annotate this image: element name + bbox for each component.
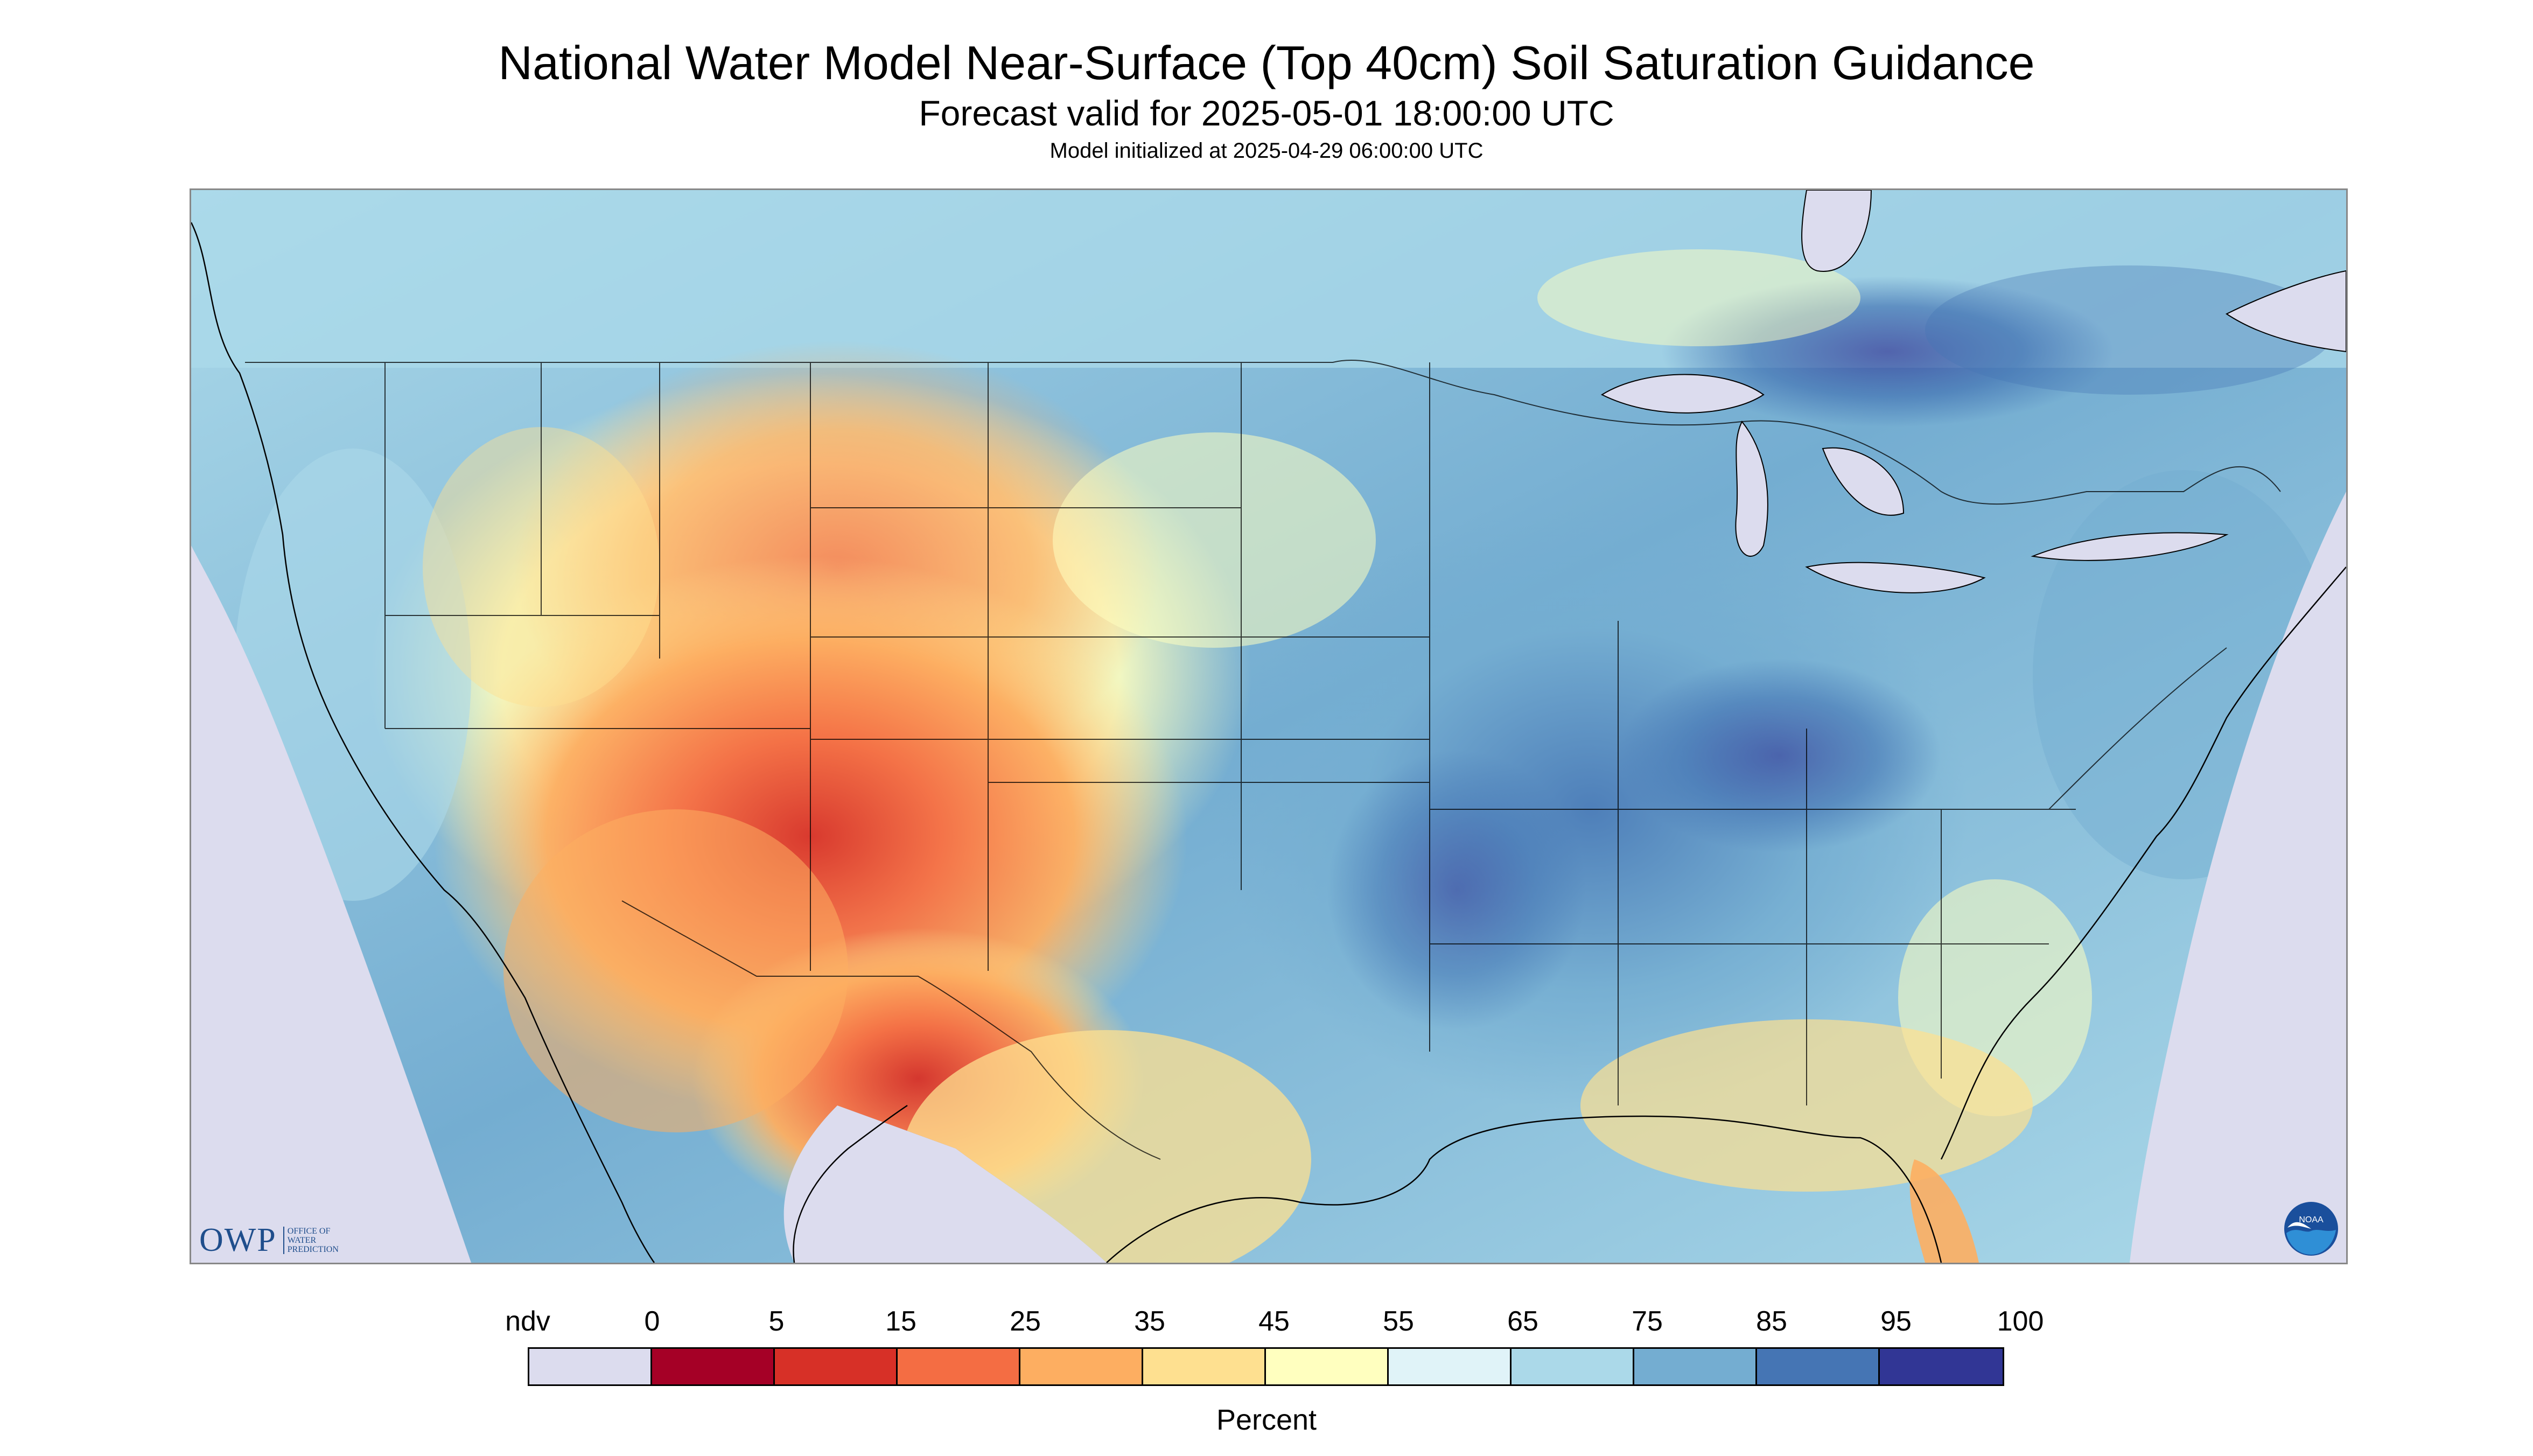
owp-logo-line-2: WATER — [287, 1235, 317, 1245]
noaa-logo-word: NOAA — [2299, 1215, 2324, 1224]
owp-logo-line-1: OFFICE OF — [287, 1226, 331, 1236]
colorbar-swatch-15-25 — [898, 1349, 1020, 1384]
colorbar-tick-labels: ndv 0 5 15 25 35 45 55 65 75 85 95 100 — [0, 1305, 2533, 1338]
colorbar-tick-45: 45 — [1258, 1306, 1290, 1337]
colorbar-swatch-65-75 — [1512, 1349, 1634, 1384]
colorbar-tick-0: 0 — [644, 1306, 660, 1337]
soil-saturation-map — [190, 188, 2348, 1264]
owp-logo-subtext: OFFICE OF WATER PREDICTION — [283, 1226, 339, 1254]
noaa-logo: NOAA — [2284, 1202, 2338, 1256]
colorbar-tick-ndv: ndv — [505, 1306, 550, 1337]
colorbar-tick-65: 65 — [1507, 1306, 1538, 1337]
colorbar-swatch-ndv — [529, 1349, 652, 1384]
colorbar-swatch-5-15 — [775, 1349, 898, 1384]
colorbar-tick-15: 15 — [885, 1306, 916, 1337]
colorbar-swatch-25-35 — [1020, 1349, 1143, 1384]
colorbar-swatch-95-100 — [1880, 1349, 2003, 1384]
colorbar-tick-25: 25 — [1010, 1306, 1041, 1337]
colorbar-tick-100: 100 — [1997, 1306, 2044, 1337]
colorbar-swatch-85-95 — [1757, 1349, 1880, 1384]
colorbar-tick-35: 35 — [1134, 1306, 1165, 1337]
colorbar-swatch-35-45 — [1143, 1349, 1266, 1384]
colorbar-tick-95: 95 — [1880, 1306, 1912, 1337]
colorbar — [528, 1347, 2004, 1386]
colorbar-unit-label: Percent — [1216, 1404, 1317, 1436]
colorbar-tick-5: 5 — [768, 1306, 785, 1337]
colorbar-swatch-0-5 — [652, 1349, 775, 1384]
colorbar-tick-75: 75 — [1632, 1306, 1663, 1337]
colorbar-tick-55: 55 — [1383, 1306, 1414, 1337]
owp-logo-word: OWP — [199, 1221, 277, 1258]
model-init-line: Model initialized at 2025-04-29 06:00:00… — [1049, 139, 1484, 163]
forecast-valid-subtitle: Forecast valid for 2025-05-01 18:00:00 U… — [919, 93, 1614, 133]
owp-logo: OWP OFFICE OF WATER PREDICTION — [199, 1221, 339, 1259]
chart-title: National Water Model Near-Surface (Top 4… — [498, 36, 2035, 89]
colorbar-tick-85: 85 — [1756, 1306, 1787, 1337]
colorbar-swatch-45-55 — [1266, 1349, 1389, 1384]
colorbar-swatch-55-65 — [1389, 1349, 1512, 1384]
colorbar-swatch-75-85 — [1634, 1349, 1757, 1384]
owp-logo-line-3: PREDICTION — [287, 1244, 339, 1254]
